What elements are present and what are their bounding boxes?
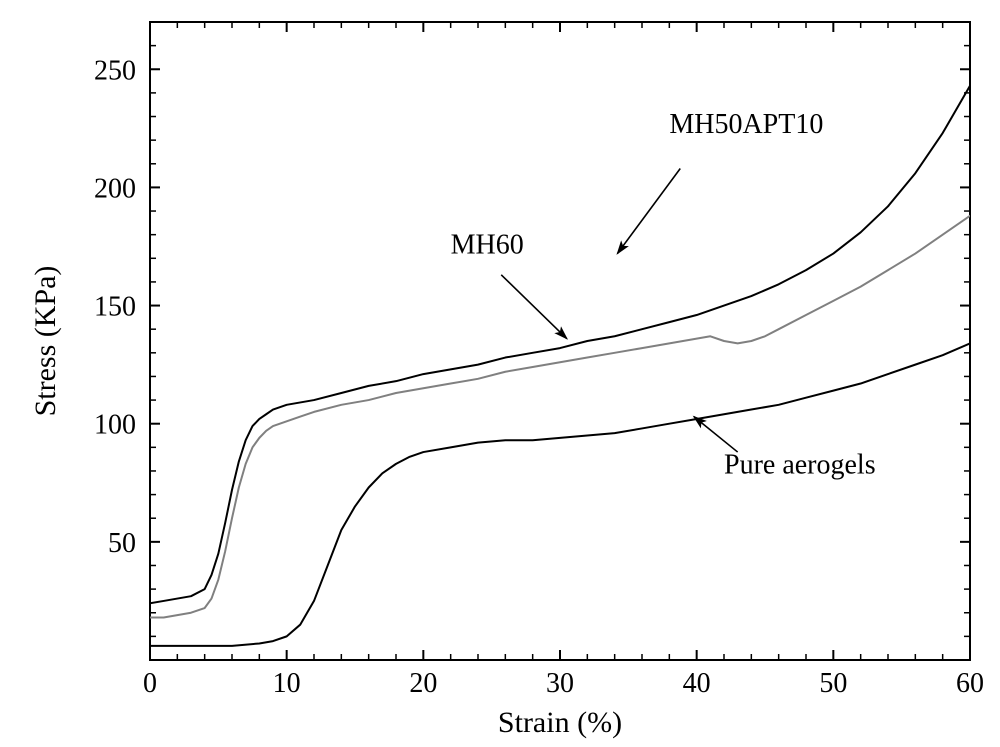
svg-text:150: 150: [94, 292, 136, 323]
svg-text:100: 100: [94, 410, 136, 441]
chart-svg: 0 10 20 30 40 50 60 Strain (%) 50 100 150 200 250 Str…: [0, 0, 1000, 747]
svg-text:200: 200: [94, 173, 136, 204]
svg-text:50: 50: [108, 528, 136, 559]
svg-text:Strain (%): Strain (%): [498, 706, 622, 739]
svg-text:20: 20: [409, 668, 437, 699]
svg-text:10: 10: [273, 668, 301, 699]
svg-text:40: 40: [683, 668, 711, 699]
svg-text:MH60: MH60: [451, 230, 524, 261]
svg-text:30: 30: [546, 668, 574, 699]
svg-text:50: 50: [819, 668, 847, 699]
stress-strain-chart: 0 10 20 30 40 50 60 Strain (%) 50 100 150 200 250 Str…: [0, 0, 1000, 747]
svg-text:MH50APT10: MH50APT10: [669, 109, 823, 140]
svg-text:Stress (KPa): Stress (KPa): [29, 266, 62, 417]
svg-text:Pure aerogels: Pure aerogels: [724, 449, 876, 480]
svg-text:0: 0: [143, 668, 157, 699]
svg-text:60: 60: [956, 668, 984, 699]
svg-text:250: 250: [94, 55, 136, 86]
